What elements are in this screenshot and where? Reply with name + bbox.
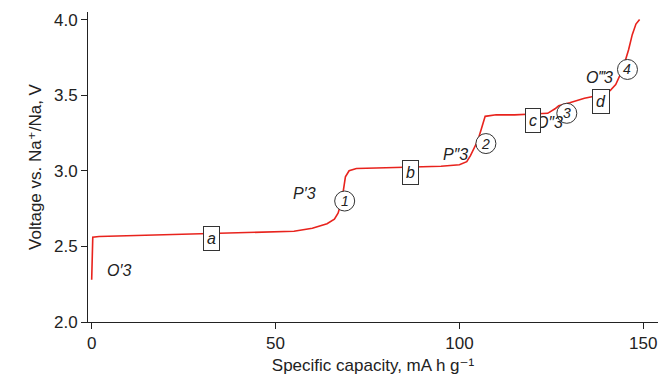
svg-text:3.0: 3.0 (54, 162, 78, 181)
svg-text:2.0: 2.0 (54, 313, 78, 332)
svg-text:O′3: O′3 (107, 262, 131, 279)
svg-text:4: 4 (623, 61, 631, 77)
svg-text:3: 3 (563, 105, 571, 121)
svg-text:P′3: P′3 (293, 185, 316, 202)
svg-text:150: 150 (629, 334, 657, 353)
svg-text:P″3: P″3 (443, 146, 468, 163)
svg-text:O‴3: O‴3 (586, 69, 613, 86)
svg-text:c: c (529, 112, 537, 129)
svg-text:0: 0 (87, 334, 96, 353)
svg-text:4.0: 4.0 (54, 11, 78, 30)
svg-text:O″3: O″3 (536, 114, 563, 131)
svg-text:2.5: 2.5 (54, 237, 78, 256)
svg-text:3.5: 3.5 (54, 86, 78, 105)
svg-text:Specific capacity, mA h g⁻¹: Specific capacity, mA h g⁻¹ (272, 356, 475, 375)
svg-text:100: 100 (445, 334, 473, 353)
svg-text:Voltage vs. Na⁺/Na, V: Voltage vs. Na⁺/Na, V (26, 83, 45, 249)
svg-text:2: 2 (481, 136, 490, 152)
svg-text:b: b (406, 164, 415, 181)
svg-text:a: a (207, 230, 216, 247)
svg-text:d: d (596, 93, 606, 110)
svg-text:50: 50 (266, 334, 285, 353)
svg-text:1: 1 (341, 193, 349, 209)
